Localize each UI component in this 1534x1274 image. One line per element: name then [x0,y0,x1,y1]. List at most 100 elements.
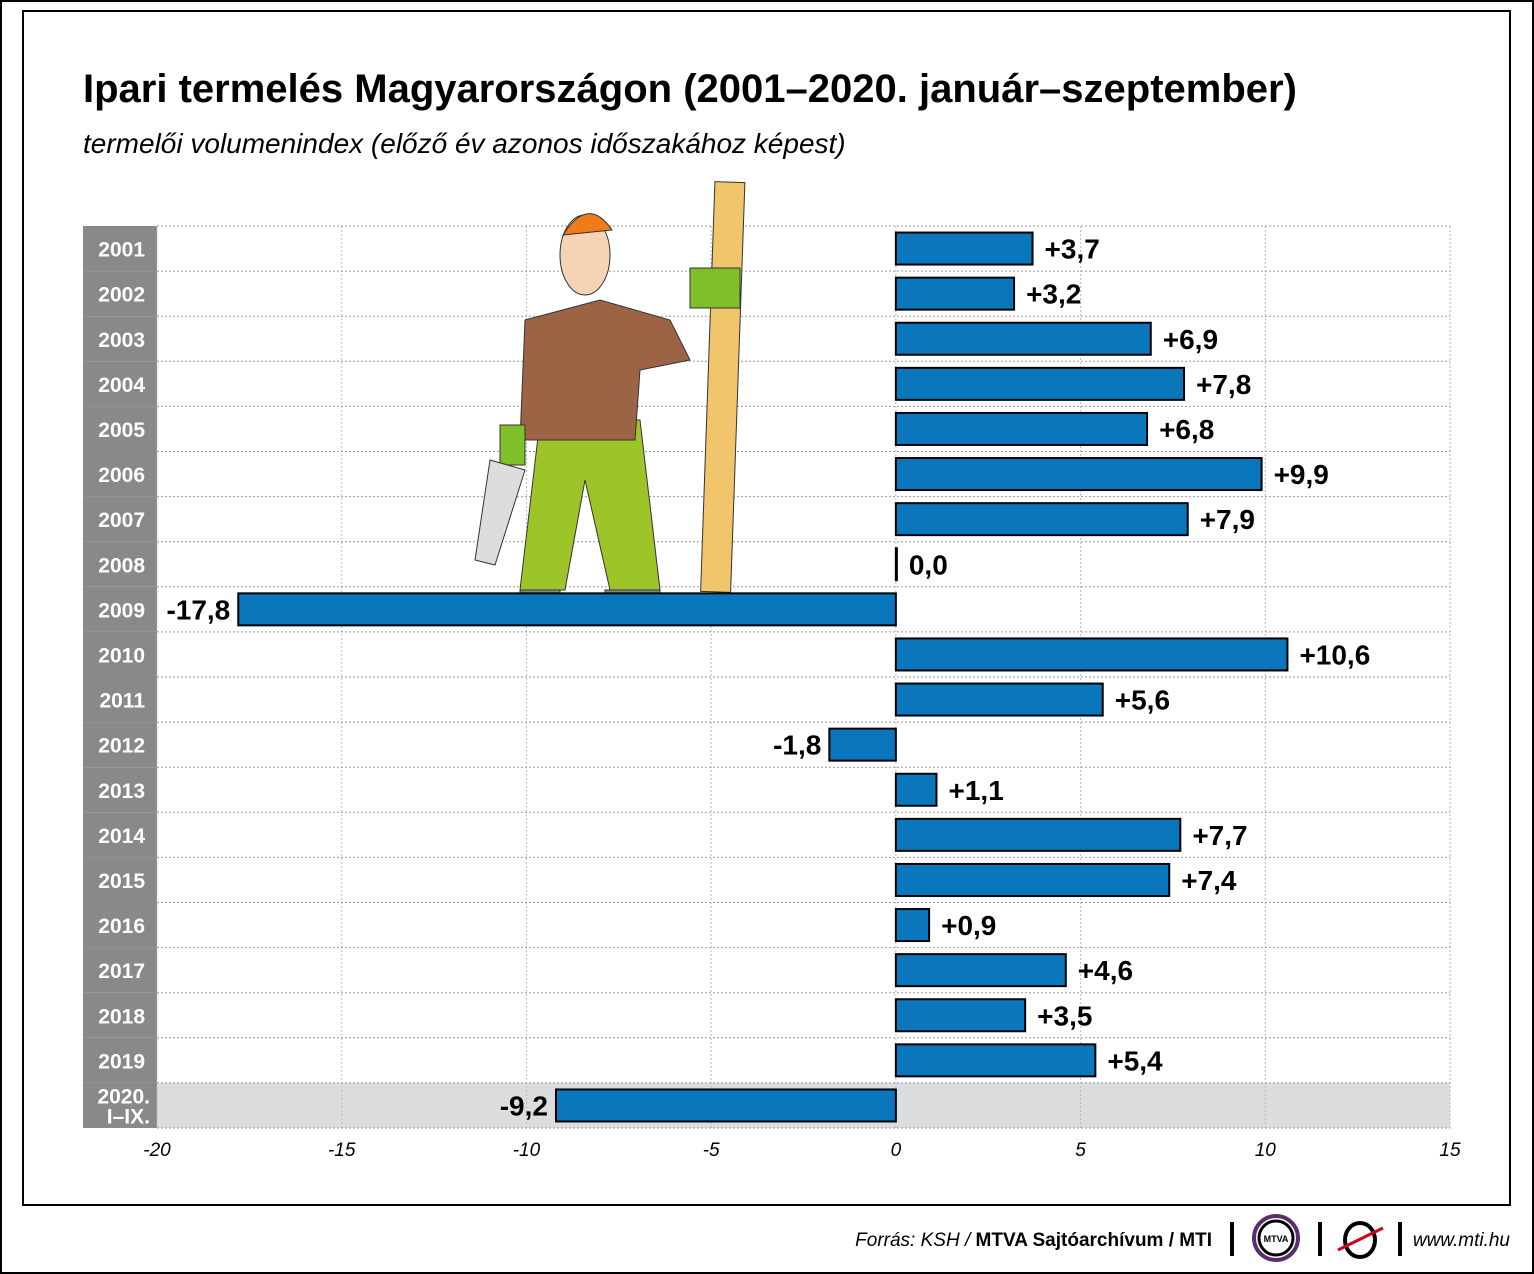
mtva-logo [1252,1214,1300,1262]
data-label: -1,8 [773,730,821,761]
year-cell [83,947,157,993]
data-label: 0,0 [909,549,948,580]
mtva-logo-text: MTVA [1264,1234,1289,1244]
bars: +3,7 +3,2 +6,9 +7,8 +6,8 +9,9 +7,9 0,0 -17,8 +10,… [166,231,1370,1123]
bar [554,1088,897,1123]
year-label: 2003 [98,329,145,352]
year-label: 2011 [99,690,145,713]
data-label: +6,8 [1159,414,1214,445]
data-label: -9,2 [500,1090,548,1121]
data-label: +1,1 [948,775,1003,806]
x-tick-label: -15 [328,1140,356,1161]
year-cell [83,677,157,723]
chart-subtitle: termelői volumenindex (előző év azonos i… [83,128,846,159]
year-label: 2004 [98,374,145,397]
year-cell [83,586,157,632]
bar [894,411,1149,446]
year-label: 2005 [98,419,145,442]
website-url[interactable]: www.mti.hu [1413,1230,1511,1251]
bar [894,772,938,807]
data-label: +7,9 [1200,504,1255,535]
footer: Forrás: KSH / MTVA Sajtóarchívum / MTI M… [855,1214,1511,1262]
bar [894,998,1027,1033]
bar [894,817,1182,852]
bar [237,592,897,627]
bar [894,231,1034,266]
worker-illustration [474,181,746,606]
year-cell [83,541,157,587]
source-bold: MTVA Sajtóarchívum / MTI [976,1230,1212,1251]
year-label: 2002 [98,284,145,307]
data-label: +5,4 [1107,1045,1163,1076]
grid: 2001 2002 2003 2004 2005 2006 2007 2008 2009 2010… [83,225,1451,1129]
data-label: -17,8 [166,594,230,625]
x-tick-label: -20 [143,1140,171,1161]
year-label: 2001 [98,239,145,262]
bar [894,862,1171,897]
data-label: +3,5 [1037,1000,1092,1031]
year-cell [83,361,157,407]
year-cell [83,406,157,452]
year-cell [83,316,157,362]
x-tick-label: 0 [891,1140,902,1161]
year-label: 2010 [98,644,145,667]
year-label: 2014 [98,825,145,848]
year-cell [83,992,157,1038]
data-label: +6,9 [1163,324,1218,355]
year-cell [83,902,157,948]
data-label: +3,2 [1026,279,1081,310]
year-cell [83,631,157,677]
year-label: 2007 [98,509,145,532]
data-label: +7,4 [1181,865,1237,896]
year-label: 2017 [98,960,145,983]
bar [894,908,931,943]
year-label: 2009 [98,599,145,622]
x-tick-label: 10 [1255,1140,1277,1161]
year-label: 2015 [98,870,145,893]
year-label: 2018 [98,1005,145,1028]
year-cell [83,1082,157,1128]
bar [894,321,1152,356]
bar [894,637,1289,672]
chart-frame [22,10,1511,1206]
bar [828,727,897,762]
year-label: 2008 [98,554,145,577]
year-cell [83,767,157,813]
bar [894,457,1263,492]
year-cell [83,857,157,903]
data-label: +7,7 [1192,820,1247,851]
year-cell [83,812,157,858]
year-cell [83,226,157,272]
x-tick-label: -10 [513,1140,541,1161]
data-label: +0,9 [941,910,996,941]
year-label: 2012 [98,735,145,758]
bar [894,276,1016,311]
source-text: Forrás: KSH / MTVA Sajtóarchívum / MTI [855,1230,1212,1251]
year-cell [83,271,157,317]
x-tick-label: -5 [703,1140,720,1161]
year-label: 2006 [98,464,145,487]
source-prefix: Forrás: KSH / [855,1230,975,1251]
x-tick-label: 5 [1075,1140,1086,1161]
divider [1230,1222,1234,1256]
x-axis: -20 -15 -10 -5 0 5 10 15 [143,1140,1461,1161]
data-label: +5,6 [1115,685,1170,716]
bar [894,953,1067,988]
year-cell [83,496,157,542]
year-label: 2020. [97,1085,150,1108]
data-label: +10,6 [1299,639,1370,670]
year-label-period: I–IX. [107,1105,150,1128]
bar [894,502,1189,537]
chart-title: Ipari termelés Magyarországon (2001–2020… [83,67,1297,111]
year-cell [83,451,157,497]
mti-logo [1337,1221,1384,1259]
year-label: 2019 [98,1050,145,1073]
year-cell [83,722,157,768]
year-cell [83,1037,157,1083]
divider [1318,1222,1322,1256]
year-label: 2013 [98,780,145,803]
data-label: +7,8 [1196,369,1251,400]
